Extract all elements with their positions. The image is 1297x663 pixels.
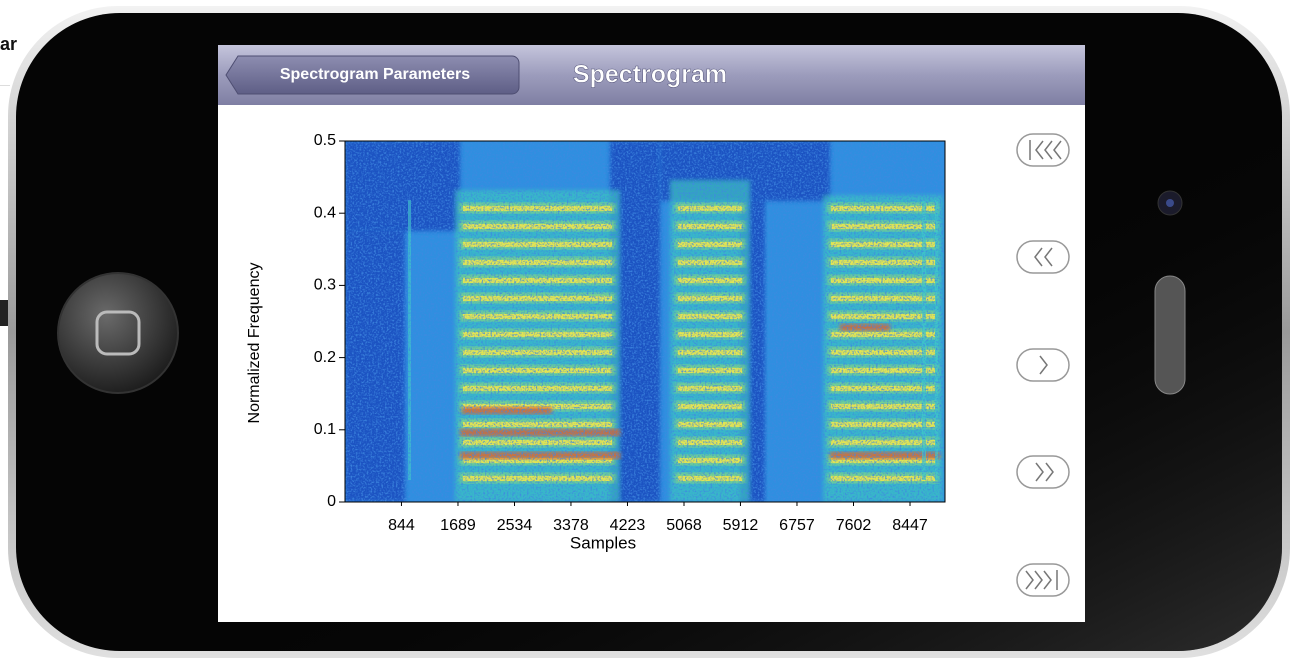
y-tick-label: 0.5: [314, 132, 336, 149]
x-tick-label: 7602: [836, 517, 872, 534]
y-tick-label: 0.1: [314, 421, 336, 438]
x-tick-label: 8447: [892, 517, 928, 534]
background-text: ar: [0, 34, 17, 54]
skip-start-button[interactable]: [1017, 134, 1069, 166]
x-tick-label: 4223: [610, 517, 646, 534]
page: ar Spectrogram Parameters Spectrogram No…: [0, 0, 1297, 663]
y-tick-label: 0.2: [314, 349, 336, 366]
spectrogram-image: [345, 141, 945, 502]
play-button[interactable]: [1017, 349, 1069, 381]
back-button-label[interactable]: Spectrogram Parameters: [280, 66, 470, 83]
x-tick-label: 3378: [553, 517, 589, 534]
nav-title: Spectrogram: [573, 61, 727, 89]
y-tick-label: 0.3: [314, 277, 336, 294]
spec-noise: [345, 141, 945, 502]
x-tick-label: 844: [388, 517, 415, 534]
x-tick-label: 2534: [497, 517, 533, 534]
x-tick-label: 1689: [440, 517, 476, 534]
background-line: [0, 85, 10, 86]
home-button[interactable]: [58, 273, 178, 393]
rewind-button[interactable]: [1017, 241, 1069, 273]
x-tick-label: 5068: [666, 517, 702, 534]
y-tick-label: 0: [327, 493, 336, 510]
y-axis-label: Normalized Frequency: [246, 263, 263, 424]
x-tick-label: 6757: [779, 517, 815, 534]
speaker: [1155, 276, 1185, 394]
x-tick-label: 5912: [723, 517, 759, 534]
x-axis-label: Samples: [570, 533, 636, 552]
skip-end-button[interactable]: [1017, 564, 1069, 596]
y-tick-label: 0.4: [314, 204, 336, 221]
camera-lens: [1166, 199, 1174, 207]
simulator: ar Spectrogram Parameters Spectrogram No…: [0, 0, 1297, 663]
